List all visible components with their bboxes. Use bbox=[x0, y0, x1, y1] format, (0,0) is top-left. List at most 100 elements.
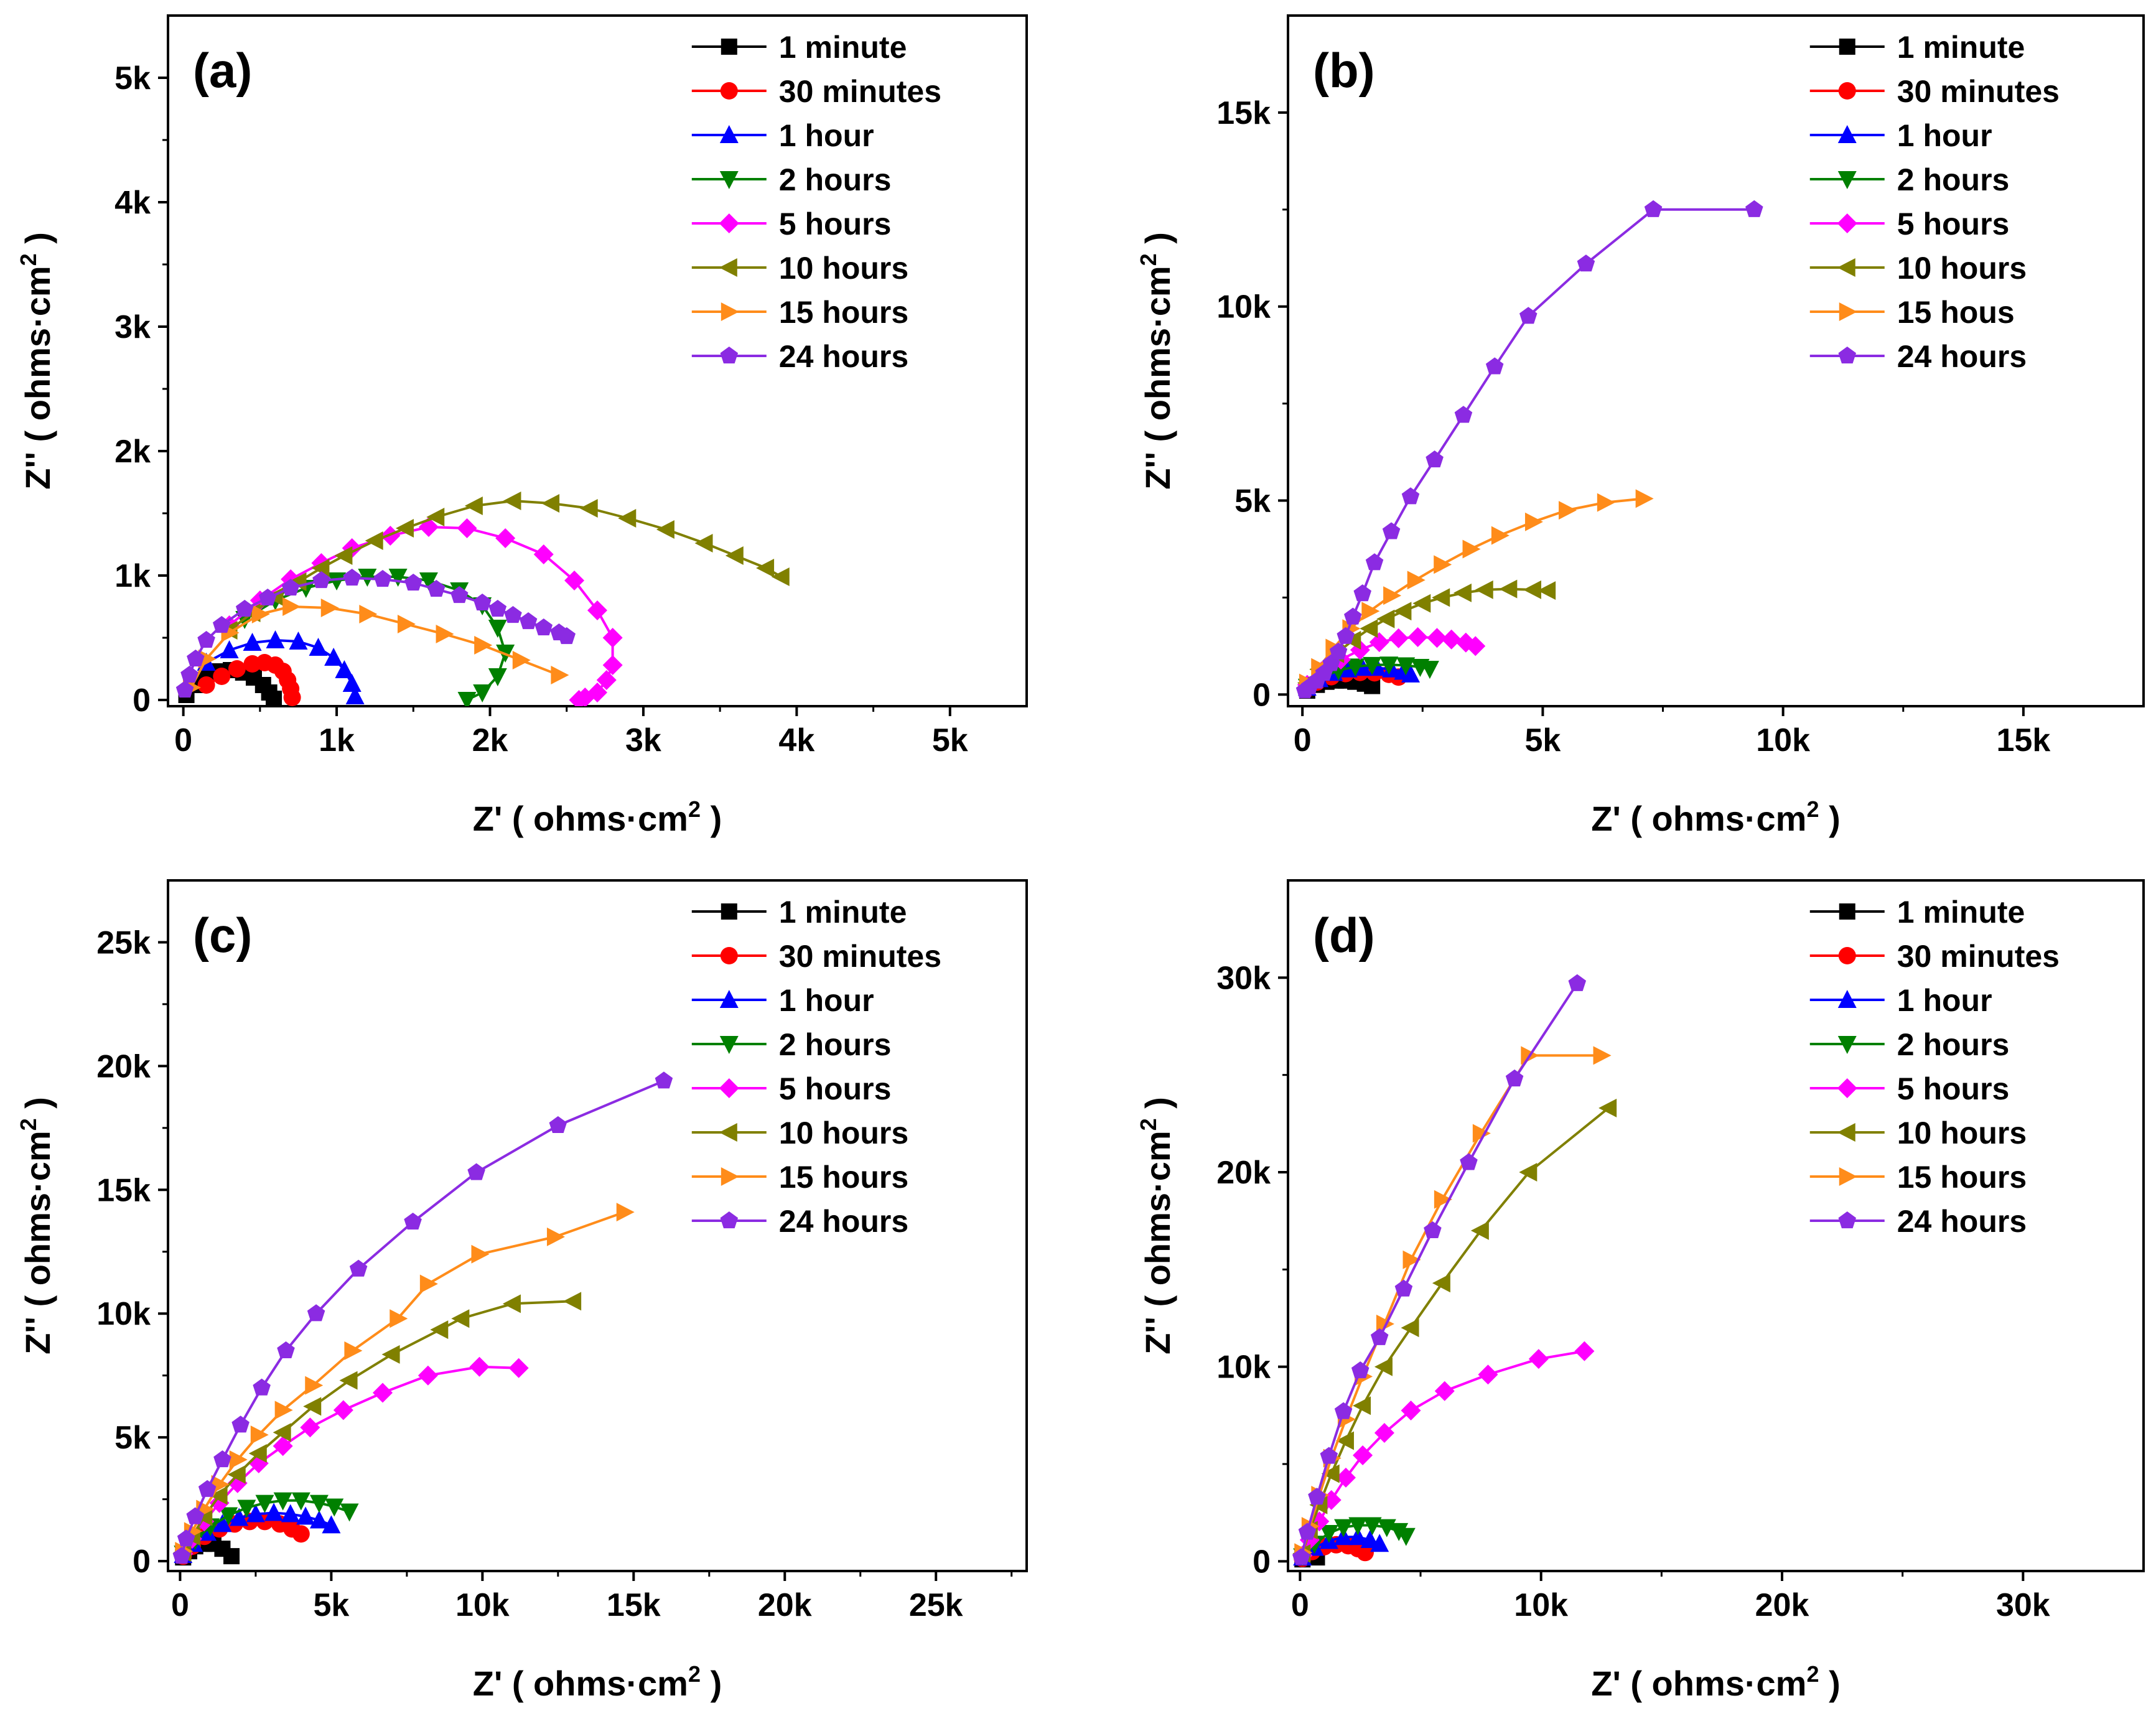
legend-item: 24 hours bbox=[691, 339, 908, 374]
data-point bbox=[1432, 588, 1450, 607]
data-point bbox=[579, 499, 598, 518]
legend-label: 24 hours bbox=[779, 339, 908, 374]
data-point bbox=[1346, 658, 1365, 677]
x-tick-label: 5k bbox=[313, 1587, 349, 1623]
data-point bbox=[213, 668, 231, 685]
data-point bbox=[1329, 642, 1348, 660]
data-point bbox=[1396, 657, 1416, 676]
data-point bbox=[309, 1510, 329, 1529]
data-point bbox=[198, 650, 217, 668]
y-tick-label: 5k bbox=[1234, 483, 1271, 519]
legend-label: 10 hours bbox=[779, 251, 908, 286]
data-point bbox=[307, 1304, 325, 1322]
legend-item: 2 hours bbox=[691, 162, 891, 197]
legend-item: 5 hours bbox=[1809, 207, 2009, 241]
data-point bbox=[311, 559, 330, 577]
y-tick-label: 0 bbox=[1253, 677, 1271, 713]
data-point bbox=[1379, 656, 1399, 675]
data-point bbox=[596, 670, 617, 690]
data-point bbox=[1745, 200, 1763, 217]
data-point bbox=[243, 633, 262, 651]
data-point bbox=[212, 616, 231, 633]
data-point bbox=[1491, 526, 1510, 545]
data-point bbox=[283, 689, 301, 706]
data-point bbox=[1401, 1401, 1421, 1421]
data-point bbox=[1363, 1517, 1382, 1536]
data-point bbox=[694, 534, 713, 553]
legend-label: 1 hour bbox=[1897, 983, 1992, 1018]
legend-item: 2 hours bbox=[1809, 1027, 2009, 1062]
data-point bbox=[395, 519, 414, 538]
data-point bbox=[1396, 1527, 1416, 1546]
legend-marker bbox=[720, 347, 739, 364]
series-10-hours bbox=[1292, 1098, 1617, 1563]
data-point bbox=[418, 1365, 438, 1386]
data-point bbox=[250, 1425, 269, 1445]
data-point bbox=[488, 600, 507, 617]
data-point bbox=[1334, 1402, 1353, 1419]
data-point bbox=[289, 632, 308, 650]
series-24-hours bbox=[1295, 200, 1763, 699]
data-point bbox=[1363, 656, 1382, 675]
legend-item: 15 hours bbox=[1809, 1160, 2027, 1195]
data-point bbox=[436, 625, 454, 643]
data-point bbox=[342, 674, 362, 692]
data-point bbox=[512, 651, 531, 669]
legend-marker bbox=[1837, 171, 1857, 189]
y-axis-title: Z'' ( ohms·cm2 ) bbox=[16, 232, 57, 490]
data-point bbox=[1420, 661, 1439, 679]
data-point bbox=[291, 1492, 310, 1511]
x-tick-label: 10k bbox=[1756, 722, 1810, 758]
legend-item: 15 hours bbox=[691, 1160, 908, 1195]
data-point bbox=[1348, 1517, 1368, 1536]
series-24-hours bbox=[175, 569, 576, 698]
data-point bbox=[277, 1341, 295, 1359]
data-point bbox=[1407, 571, 1426, 590]
data-point bbox=[227, 1465, 246, 1484]
legend-item: 24 hours bbox=[691, 1204, 908, 1239]
x-tick-label: 15k bbox=[1996, 722, 2050, 758]
legend-label: 30 minutes bbox=[1897, 939, 2060, 974]
data-point bbox=[427, 580, 446, 597]
legend-marker bbox=[719, 1123, 737, 1142]
x-tick-label: 0 bbox=[174, 722, 192, 758]
x-tick-label: 0 bbox=[1294, 722, 1312, 758]
legend-marker bbox=[719, 125, 739, 143]
x-tick-label: 0 bbox=[1291, 1587, 1309, 1623]
y-tick-label: 1k bbox=[114, 558, 151, 594]
data-point bbox=[345, 686, 365, 704]
data-point bbox=[281, 579, 300, 596]
data-point bbox=[450, 586, 469, 604]
data-point bbox=[373, 570, 392, 587]
legend-item: 1 hour bbox=[691, 983, 874, 1018]
legend-marker bbox=[1837, 1123, 1855, 1142]
legend-item: 5 hours bbox=[691, 1071, 891, 1106]
x-tick-label: 5k bbox=[1524, 722, 1561, 758]
data-point bbox=[1353, 1445, 1373, 1465]
data-point bbox=[1644, 200, 1663, 217]
data-point bbox=[322, 1515, 341, 1534]
data-point bbox=[1337, 627, 1355, 644]
series-10-hours bbox=[219, 492, 790, 640]
y-axis-title: Z'' ( ohms·cm2 ) bbox=[1136, 232, 1177, 490]
legend-item: 24 hours bbox=[1809, 1204, 2027, 1239]
data-point bbox=[1577, 254, 1595, 272]
data-point bbox=[558, 627, 576, 645]
y-axis-title: Z'' ( ohms·cm2 ) bbox=[1136, 1097, 1177, 1355]
data-point bbox=[533, 544, 554, 564]
legend-marker bbox=[720, 947, 738, 964]
data-point bbox=[756, 559, 775, 577]
data-point bbox=[1382, 522, 1401, 539]
data-point bbox=[457, 692, 477, 706]
data-point bbox=[503, 492, 521, 510]
y-axis-title: Z'' ( ohms·cm2 ) bbox=[16, 1097, 57, 1355]
data-point bbox=[430, 1320, 449, 1340]
legend-item: 30 minutes bbox=[1809, 74, 2060, 109]
legend-marker bbox=[1839, 903, 1855, 920]
data-point bbox=[246, 1504, 265, 1522]
data-point bbox=[1320, 1447, 1338, 1464]
legend-marker bbox=[1838, 82, 1856, 100]
series-line bbox=[182, 1211, 625, 1552]
data-point bbox=[1321, 1464, 1340, 1483]
legend-label: 30 minutes bbox=[1897, 74, 2060, 109]
